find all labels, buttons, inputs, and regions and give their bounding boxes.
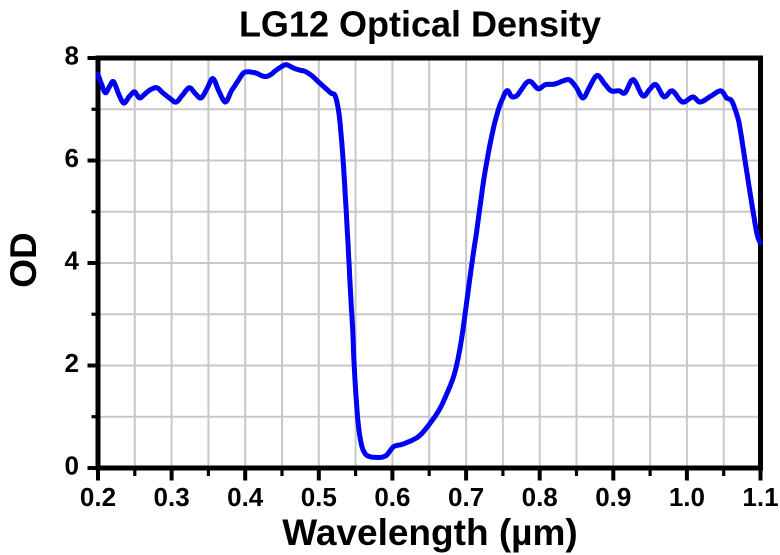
svg-text:0: 0: [65, 451, 79, 481]
svg-text:1.0: 1.0: [669, 482, 705, 512]
svg-text:0.3: 0.3: [154, 482, 190, 512]
svg-text:8: 8: [65, 41, 79, 71]
svg-text:0.8: 0.8: [522, 482, 558, 512]
svg-text:1.1: 1.1: [742, 482, 778, 512]
svg-text:0.7: 0.7: [448, 482, 484, 512]
svg-text:0.2: 0.2: [80, 482, 116, 512]
svg-text:6: 6: [65, 143, 79, 173]
svg-text:Wavelength (µm): Wavelength (µm): [282, 512, 577, 553]
svg-text:0.6: 0.6: [374, 482, 410, 512]
svg-text:0.4: 0.4: [227, 482, 264, 512]
svg-text:0.5: 0.5: [301, 482, 337, 512]
svg-text:OD: OD: [3, 232, 44, 288]
svg-text:0.9: 0.9: [595, 482, 631, 512]
svg-text:LG12 Optical Density: LG12 Optical Density: [239, 4, 601, 45]
svg-text:2: 2: [65, 348, 79, 378]
svg-text:4: 4: [65, 246, 80, 276]
